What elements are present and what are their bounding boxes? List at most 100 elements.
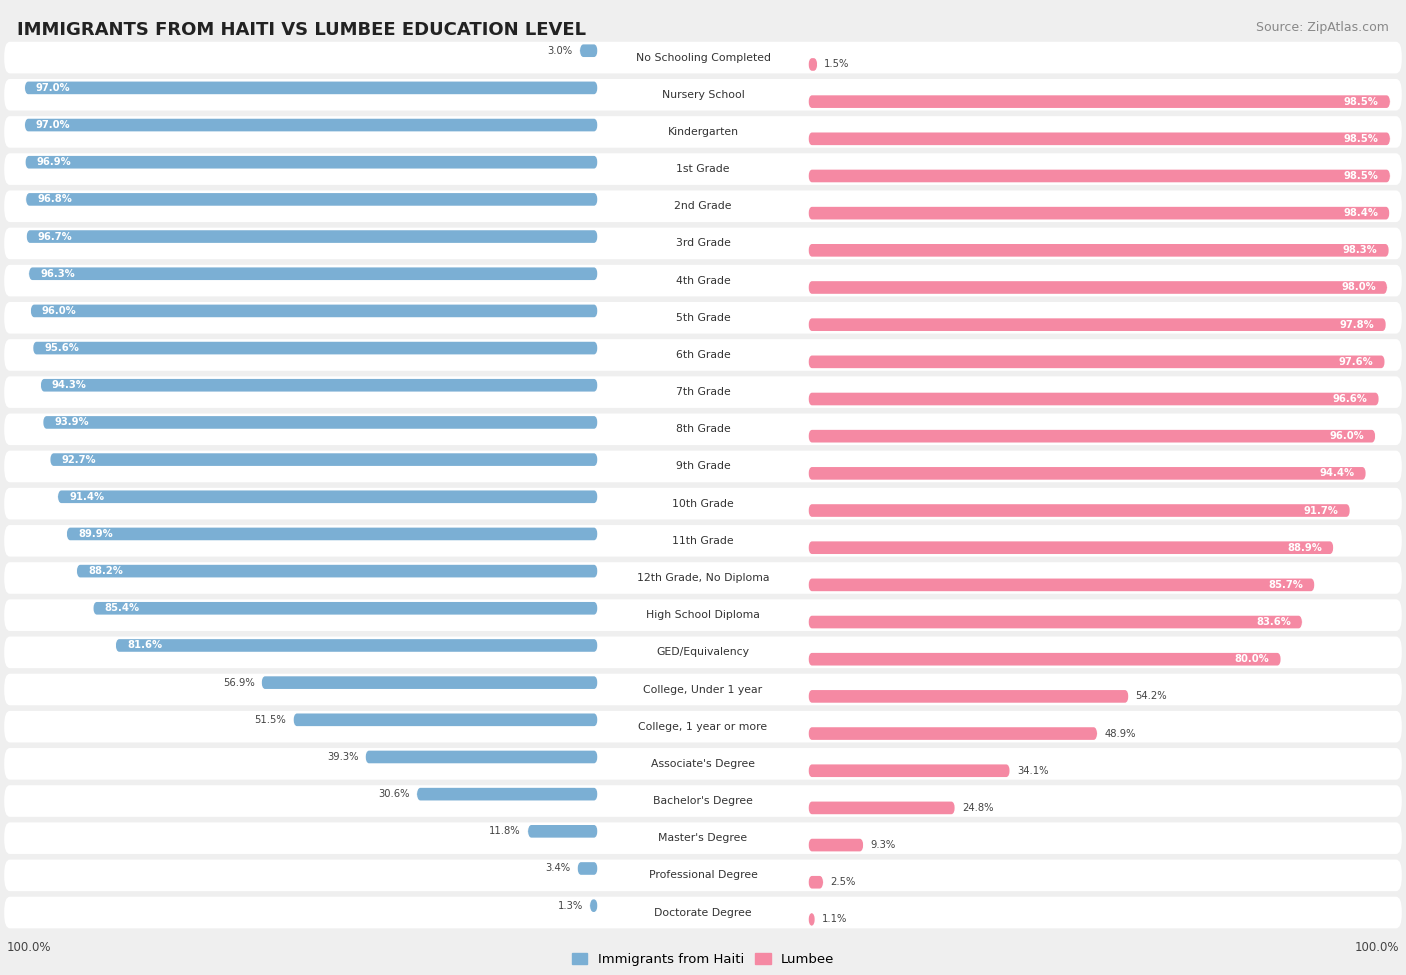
FancyBboxPatch shape (4, 822, 1402, 854)
Text: 94.3%: 94.3% (52, 380, 87, 390)
Text: 9th Grade: 9th Grade (676, 461, 730, 472)
Text: 85.7%: 85.7% (1268, 580, 1303, 590)
FancyBboxPatch shape (808, 801, 955, 814)
Text: Nursery School: Nursery School (662, 90, 744, 99)
FancyBboxPatch shape (416, 788, 598, 800)
Text: 97.0%: 97.0% (37, 120, 70, 130)
FancyBboxPatch shape (808, 133, 1391, 145)
Text: 1.5%: 1.5% (824, 59, 849, 69)
FancyBboxPatch shape (808, 430, 1375, 443)
FancyBboxPatch shape (579, 45, 598, 57)
FancyBboxPatch shape (808, 319, 1386, 331)
Text: IMMIGRANTS FROM HAITI VS LUMBEE EDUCATION LEVEL: IMMIGRANTS FROM HAITI VS LUMBEE EDUCATIO… (17, 21, 586, 39)
FancyBboxPatch shape (808, 244, 1389, 256)
Text: 89.9%: 89.9% (77, 529, 112, 539)
FancyBboxPatch shape (808, 727, 1097, 740)
FancyBboxPatch shape (30, 267, 598, 280)
Text: 91.4%: 91.4% (69, 491, 104, 502)
Text: 9.3%: 9.3% (870, 840, 896, 850)
Text: 83.6%: 83.6% (1256, 617, 1291, 627)
FancyBboxPatch shape (4, 79, 1402, 110)
FancyBboxPatch shape (4, 785, 1402, 817)
FancyBboxPatch shape (58, 490, 598, 503)
Text: 92.7%: 92.7% (62, 454, 96, 465)
Text: 100.0%: 100.0% (1354, 941, 1399, 955)
Text: 12th Grade, No Diploma: 12th Grade, No Diploma (637, 573, 769, 583)
FancyBboxPatch shape (4, 450, 1402, 483)
FancyBboxPatch shape (4, 116, 1402, 148)
Text: 88.9%: 88.9% (1288, 543, 1322, 553)
Text: 3rd Grade: 3rd Grade (675, 239, 731, 249)
Text: 96.6%: 96.6% (1333, 394, 1368, 404)
FancyBboxPatch shape (4, 637, 1402, 668)
Text: 51.5%: 51.5% (254, 715, 287, 724)
Text: 97.8%: 97.8% (1340, 320, 1375, 330)
Text: 96.7%: 96.7% (38, 232, 73, 242)
Text: 98.4%: 98.4% (1343, 208, 1378, 218)
FancyBboxPatch shape (25, 119, 598, 132)
FancyBboxPatch shape (4, 302, 1402, 333)
FancyBboxPatch shape (4, 748, 1402, 780)
FancyBboxPatch shape (808, 690, 1129, 703)
Text: No Schooling Completed: No Schooling Completed (636, 53, 770, 62)
FancyBboxPatch shape (4, 376, 1402, 408)
Text: 96.3%: 96.3% (41, 269, 75, 279)
FancyBboxPatch shape (578, 862, 598, 875)
Text: Kindergarten: Kindergarten (668, 127, 738, 136)
Text: 48.9%: 48.9% (1104, 728, 1136, 738)
Text: 96.8%: 96.8% (37, 194, 72, 205)
FancyBboxPatch shape (4, 711, 1402, 743)
Text: 97.6%: 97.6% (1339, 357, 1374, 367)
FancyBboxPatch shape (4, 265, 1402, 296)
FancyBboxPatch shape (808, 653, 1281, 666)
Text: 5th Grade: 5th Grade (676, 313, 730, 323)
FancyBboxPatch shape (808, 96, 1391, 108)
FancyBboxPatch shape (808, 764, 1010, 777)
Text: 80.0%: 80.0% (1234, 654, 1270, 664)
Text: College, Under 1 year: College, Under 1 year (644, 684, 762, 694)
Text: Doctorate Degree: Doctorate Degree (654, 908, 752, 917)
Text: Master's Degree: Master's Degree (658, 834, 748, 843)
Text: Source: ZipAtlas.com: Source: ZipAtlas.com (1256, 21, 1389, 34)
Text: Professional Degree: Professional Degree (648, 871, 758, 880)
Text: 24.8%: 24.8% (962, 802, 994, 813)
Text: 11th Grade: 11th Grade (672, 536, 734, 546)
FancyBboxPatch shape (808, 616, 1302, 628)
Text: 81.6%: 81.6% (127, 641, 162, 650)
FancyBboxPatch shape (4, 488, 1402, 520)
Text: 98.0%: 98.0% (1341, 283, 1376, 292)
Text: 88.2%: 88.2% (89, 566, 122, 576)
FancyBboxPatch shape (25, 82, 598, 95)
FancyBboxPatch shape (262, 677, 598, 689)
FancyBboxPatch shape (808, 467, 1365, 480)
Text: High School Diploma: High School Diploma (647, 610, 759, 620)
Text: 54.2%: 54.2% (1136, 691, 1167, 701)
Text: 34.1%: 34.1% (1017, 765, 1049, 776)
Text: 96.9%: 96.9% (37, 157, 72, 168)
Text: 30.6%: 30.6% (378, 789, 409, 800)
Text: 98.5%: 98.5% (1344, 97, 1379, 106)
FancyBboxPatch shape (808, 356, 1385, 369)
FancyBboxPatch shape (31, 304, 598, 317)
Text: 97.0%: 97.0% (37, 83, 70, 93)
Text: GED/Equivalency: GED/Equivalency (657, 647, 749, 657)
FancyBboxPatch shape (4, 563, 1402, 594)
Text: 1.3%: 1.3% (558, 901, 583, 911)
Text: 4th Grade: 4th Grade (676, 276, 730, 286)
FancyBboxPatch shape (808, 578, 1315, 591)
Text: 39.3%: 39.3% (328, 752, 359, 762)
FancyBboxPatch shape (808, 541, 1333, 554)
Text: 3.0%: 3.0% (548, 46, 572, 56)
Text: 100.0%: 100.0% (7, 941, 52, 955)
FancyBboxPatch shape (366, 751, 598, 763)
FancyBboxPatch shape (93, 602, 598, 614)
Text: 2nd Grade: 2nd Grade (675, 201, 731, 212)
Text: 95.6%: 95.6% (44, 343, 79, 353)
FancyBboxPatch shape (808, 838, 863, 851)
Text: 11.8%: 11.8% (489, 827, 520, 837)
FancyBboxPatch shape (4, 600, 1402, 631)
FancyBboxPatch shape (25, 193, 598, 206)
Text: Bachelor's Degree: Bachelor's Degree (652, 796, 754, 806)
FancyBboxPatch shape (4, 897, 1402, 928)
Text: 98.5%: 98.5% (1344, 134, 1379, 143)
